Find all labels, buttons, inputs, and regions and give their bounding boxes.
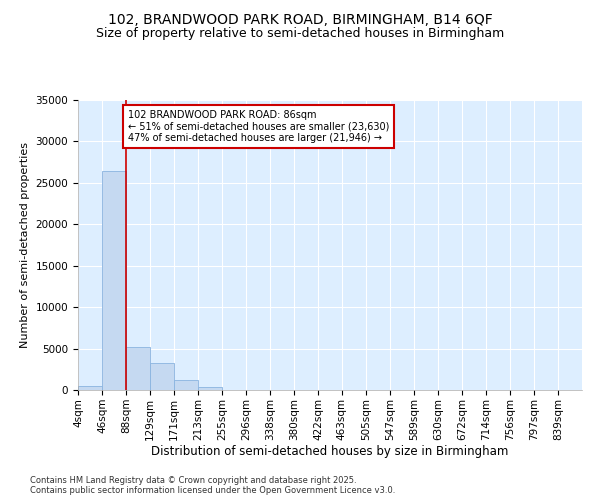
Text: Size of property relative to semi-detached houses in Birmingham: Size of property relative to semi-detach… xyxy=(96,28,504,40)
Bar xyxy=(102,172,126,390)
X-axis label: Distribution of semi-detached houses by size in Birmingham: Distribution of semi-detached houses by … xyxy=(151,446,509,458)
Text: Contains HM Land Registry data © Crown copyright and database right 2025.
Contai: Contains HM Land Registry data © Crown c… xyxy=(30,476,395,495)
Text: 102, BRANDWOOD PARK ROAD, BIRMINGHAM, B14 6QF: 102, BRANDWOOD PARK ROAD, BIRMINGHAM, B1… xyxy=(107,12,493,26)
Y-axis label: Number of semi-detached properties: Number of semi-detached properties xyxy=(20,142,30,348)
Bar xyxy=(150,364,174,390)
Text: 102 BRANDWOOD PARK ROAD: 86sqm
← 51% of semi-detached houses are smaller (23,630: 102 BRANDWOOD PARK ROAD: 86sqm ← 51% of … xyxy=(128,110,389,143)
Bar xyxy=(198,386,222,390)
Bar xyxy=(78,386,102,390)
Bar xyxy=(126,347,150,390)
Bar xyxy=(174,380,198,390)
